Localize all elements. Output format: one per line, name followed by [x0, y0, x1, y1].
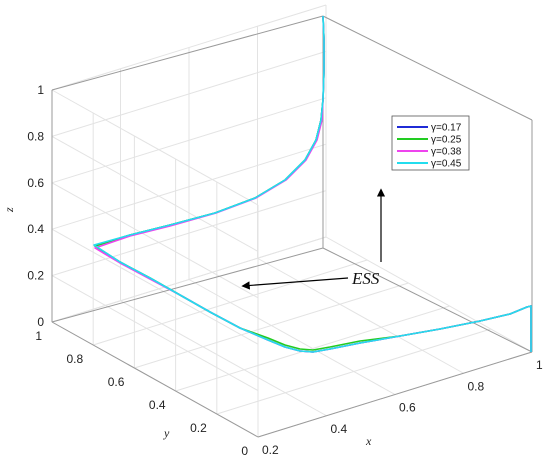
x-tick-label: 0.6	[399, 401, 416, 415]
back-wall-grid	[51, 4, 327, 323]
series-line-gamma-0.38	[94, 15, 532, 353]
z-axis-label: z	[2, 207, 16, 213]
trajectory-lines	[93, 15, 532, 353]
floor-grid	[51, 236, 533, 438]
z-tick-label: 0	[37, 315, 44, 329]
y-tick-label: 1	[35, 329, 42, 343]
series-line-gamma-0.25	[94, 15, 532, 352]
y-axis-ticks: 0 0.2 0.4 0.6 0.8 1	[35, 329, 248, 456]
legend-entry: γ=0.45	[431, 159, 462, 170]
y-tick-label: 0.4	[149, 398, 166, 412]
z-tick-label: 1	[37, 83, 44, 97]
legend-entry: γ=0.38	[431, 147, 462, 158]
y-tick-label: 0.6	[108, 375, 125, 389]
ess-annotation: ESS	[351, 269, 380, 288]
legend-entry: γ=0.17	[431, 123, 462, 134]
series-line-gamma-0.17	[94, 15, 532, 353]
x-tick-label: 0.2	[262, 443, 279, 456]
series-line-gamma-0.45	[93, 15, 532, 353]
z-tick-label: 0.2	[27, 269, 44, 283]
axes-box	[51, 15, 533, 438]
z-tick-label: 0.8	[27, 129, 44, 143]
x-tick-label: 0.4	[331, 422, 348, 436]
z-tick-label: 0.6	[27, 176, 44, 190]
x-tick-label: 0.8	[468, 379, 485, 393]
y-axis-label: y	[163, 426, 170, 440]
x-tick-label: 1	[536, 358, 543, 372]
y-tick-label: 0.8	[67, 352, 84, 366]
left-wall-grid	[51, 89, 259, 438]
z-tick-label: 0.4	[27, 222, 44, 236]
legend-entry: γ=0.25	[431, 135, 462, 146]
z-axis-ticks: 0 0.2 0.4 0.6 0.8 1	[27, 83, 44, 329]
x-axis-ticks: 0.2 0.4 0.6 0.8 1	[262, 358, 543, 456]
x-axis-label: x	[365, 434, 372, 448]
y-tick-label: 0	[241, 444, 248, 456]
ess-left-arrow	[241, 277, 349, 290]
y-tick-label: 0.2	[190, 421, 207, 435]
legend: γ=0.17γ=0.25γ=0.38γ=0.45	[391, 115, 470, 171]
